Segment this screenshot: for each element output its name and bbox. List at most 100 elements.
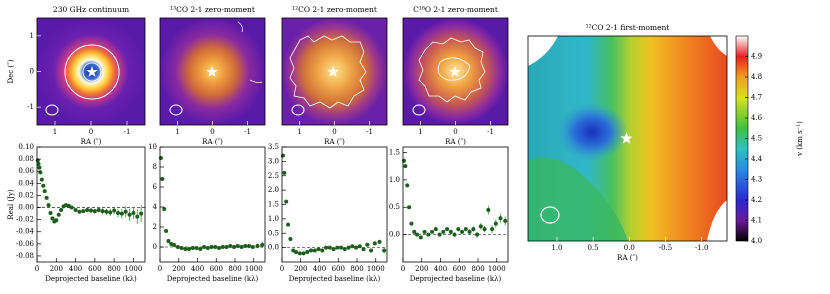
data-point bbox=[409, 221, 414, 226]
y-tick-label: 1.5 bbox=[268, 201, 279, 209]
data-point bbox=[96, 207, 101, 212]
data-point bbox=[50, 216, 55, 221]
colorbar-tick-label: 4.8 bbox=[751, 73, 762, 81]
y-tick-label: 0.5 bbox=[268, 229, 279, 237]
y-tick-label: 8 bbox=[153, 163, 157, 171]
data-point bbox=[135, 214, 140, 219]
data-point bbox=[235, 244, 240, 248]
axes-frame bbox=[527, 35, 728, 242]
data-point bbox=[286, 222, 291, 227]
data-point bbox=[437, 232, 442, 237]
map-continuum bbox=[37, 18, 145, 125]
data-point bbox=[239, 245, 244, 249]
data-point bbox=[354, 245, 359, 250]
data-point bbox=[81, 209, 86, 214]
data-point bbox=[284, 199, 289, 204]
data-point bbox=[493, 221, 498, 226]
data-point bbox=[422, 229, 427, 234]
data-point bbox=[48, 210, 53, 215]
x-tick-label: -1.0 bbox=[695, 244, 709, 252]
data-point bbox=[116, 210, 120, 215]
x-tick-label: 1 bbox=[53, 128, 57, 136]
x-tick-label: 1000 bbox=[245, 265, 263, 273]
data-point bbox=[412, 229, 417, 234]
data-point bbox=[415, 232, 420, 237]
data-point bbox=[382, 248, 387, 253]
x-tick-label: 800 bbox=[107, 265, 120, 273]
data-point bbox=[357, 244, 362, 249]
data-point bbox=[405, 183, 410, 188]
data-point bbox=[430, 229, 435, 234]
map-13co bbox=[160, 18, 265, 125]
data-point bbox=[456, 227, 461, 232]
data-point bbox=[297, 251, 302, 256]
data-point bbox=[309, 248, 314, 253]
colorbar-tick-label: 4.2 bbox=[751, 196, 762, 204]
data-point bbox=[441, 229, 446, 234]
colorbar-tick-label: 4.1 bbox=[751, 217, 762, 225]
y-tick-label: -0.04 bbox=[16, 228, 34, 236]
y-tick-label: 10 bbox=[148, 143, 157, 151]
data-point bbox=[228, 244, 233, 248]
data-point bbox=[467, 229, 472, 234]
x-tick-label: -1 bbox=[366, 128, 373, 136]
data-point bbox=[224, 245, 229, 249]
map-c18o bbox=[403, 18, 508, 125]
x-axis-label: Deprojected baseline (kλ) bbox=[410, 275, 502, 283]
x-tick-label: 200 bbox=[415, 265, 428, 273]
map-12co bbox=[282, 18, 387, 125]
panel-title: ¹³CO 2-1 zero-moment bbox=[170, 5, 255, 14]
data-point bbox=[312, 248, 317, 253]
data-point bbox=[372, 241, 377, 246]
data-point bbox=[36, 161, 41, 166]
data-point bbox=[175, 245, 180, 249]
data-point bbox=[39, 177, 44, 182]
y-tick-label: 3.5 bbox=[268, 143, 279, 151]
data-point bbox=[69, 205, 74, 210]
axes-frame bbox=[402, 146, 509, 263]
y-axis-label: Real (Jy) bbox=[7, 189, 15, 220]
y-tick-label: 3.0 bbox=[268, 157, 279, 165]
y-tick-label: 0.04 bbox=[18, 179, 34, 187]
data-point bbox=[164, 229, 169, 233]
y-tick-label: -1 bbox=[27, 103, 34, 111]
data-point bbox=[305, 249, 310, 254]
data-point bbox=[433, 227, 438, 232]
x-tick-label: 600 bbox=[210, 265, 223, 273]
data-point bbox=[490, 227, 495, 232]
data-point bbox=[205, 246, 210, 250]
data-point bbox=[41, 183, 46, 188]
data-point bbox=[282, 170, 287, 175]
data-point bbox=[198, 247, 203, 251]
colorbar-tick-label: 4.3 bbox=[751, 176, 762, 184]
x-tick-label: 400 bbox=[313, 265, 326, 273]
data-point bbox=[401, 158, 406, 163]
data-point bbox=[250, 245, 255, 249]
x-tick-label: 1000 bbox=[488, 265, 506, 273]
y-tick-label: 0.02 bbox=[18, 191, 34, 199]
y-axis-label: Dec (″) bbox=[7, 59, 15, 83]
data-point bbox=[44, 195, 49, 200]
data-point bbox=[42, 189, 47, 194]
data-point bbox=[301, 251, 306, 256]
data-point bbox=[187, 247, 192, 251]
data-point bbox=[56, 212, 61, 217]
data-point bbox=[482, 227, 487, 232]
x-tick-label: 0.0 bbox=[624, 244, 635, 252]
x-tick-label: 1000 bbox=[125, 265, 143, 273]
data-point bbox=[85, 207, 90, 212]
y-tick-label: 1.0 bbox=[389, 176, 400, 184]
map-first-moment bbox=[528, 36, 727, 241]
data-point bbox=[335, 245, 340, 250]
data-point bbox=[213, 245, 218, 249]
data-point bbox=[139, 211, 144, 216]
y-tick-label: 0.5 bbox=[389, 203, 400, 211]
data-point bbox=[327, 245, 332, 250]
x-tick-label: 0 bbox=[453, 128, 457, 136]
colorbar-label: v (km s⁻¹) bbox=[796, 121, 804, 157]
data-point bbox=[54, 218, 59, 223]
data-point bbox=[288, 237, 293, 241]
data-point bbox=[350, 244, 355, 249]
x-tick-label: 0.5 bbox=[588, 244, 599, 252]
